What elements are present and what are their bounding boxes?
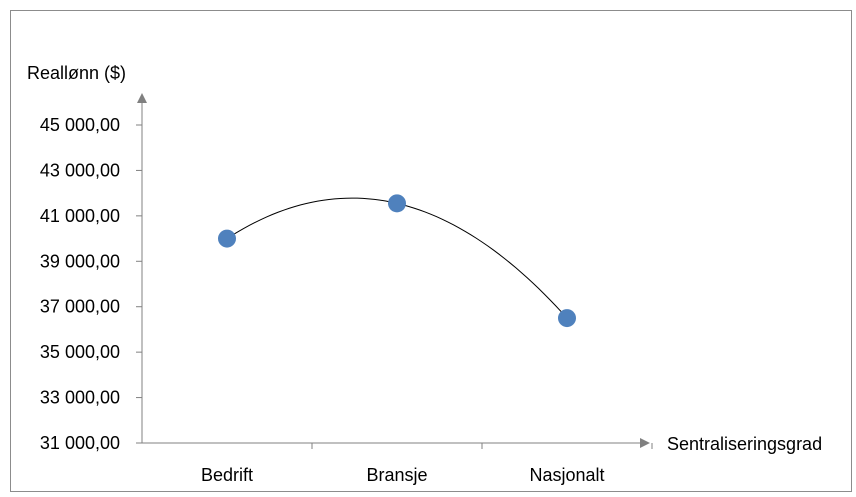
data-point: [218, 229, 236, 248]
chart-area: [10, 10, 852, 492]
x-axis-label: Sentraliseringsgrad: [667, 434, 822, 454]
y-tick-label: 39 000,00: [40, 251, 120, 271]
x-tick-label: Nasjonalt: [529, 465, 604, 485]
data-point: [558, 309, 576, 328]
y-tick-label: 35 000,00: [40, 342, 120, 362]
y-tick-label: 31 000,00: [40, 433, 120, 453]
trendline-curve: [226, 197, 568, 319]
data-point: [388, 194, 406, 213]
y-tick-label: 43 000,00: [40, 160, 120, 180]
y-tick-label: 33 000,00: [40, 388, 120, 408]
y-axis-label: Reallønn ($): [27, 63, 126, 83]
x-tick-label: Bedrift: [201, 465, 253, 485]
x-tick-label: Bransje: [366, 465, 427, 485]
y-tick-label: 37 000,00: [40, 297, 120, 317]
y-tick-label: 45 000,00: [40, 115, 120, 135]
y-tick-label: 41 000,00: [40, 206, 120, 226]
